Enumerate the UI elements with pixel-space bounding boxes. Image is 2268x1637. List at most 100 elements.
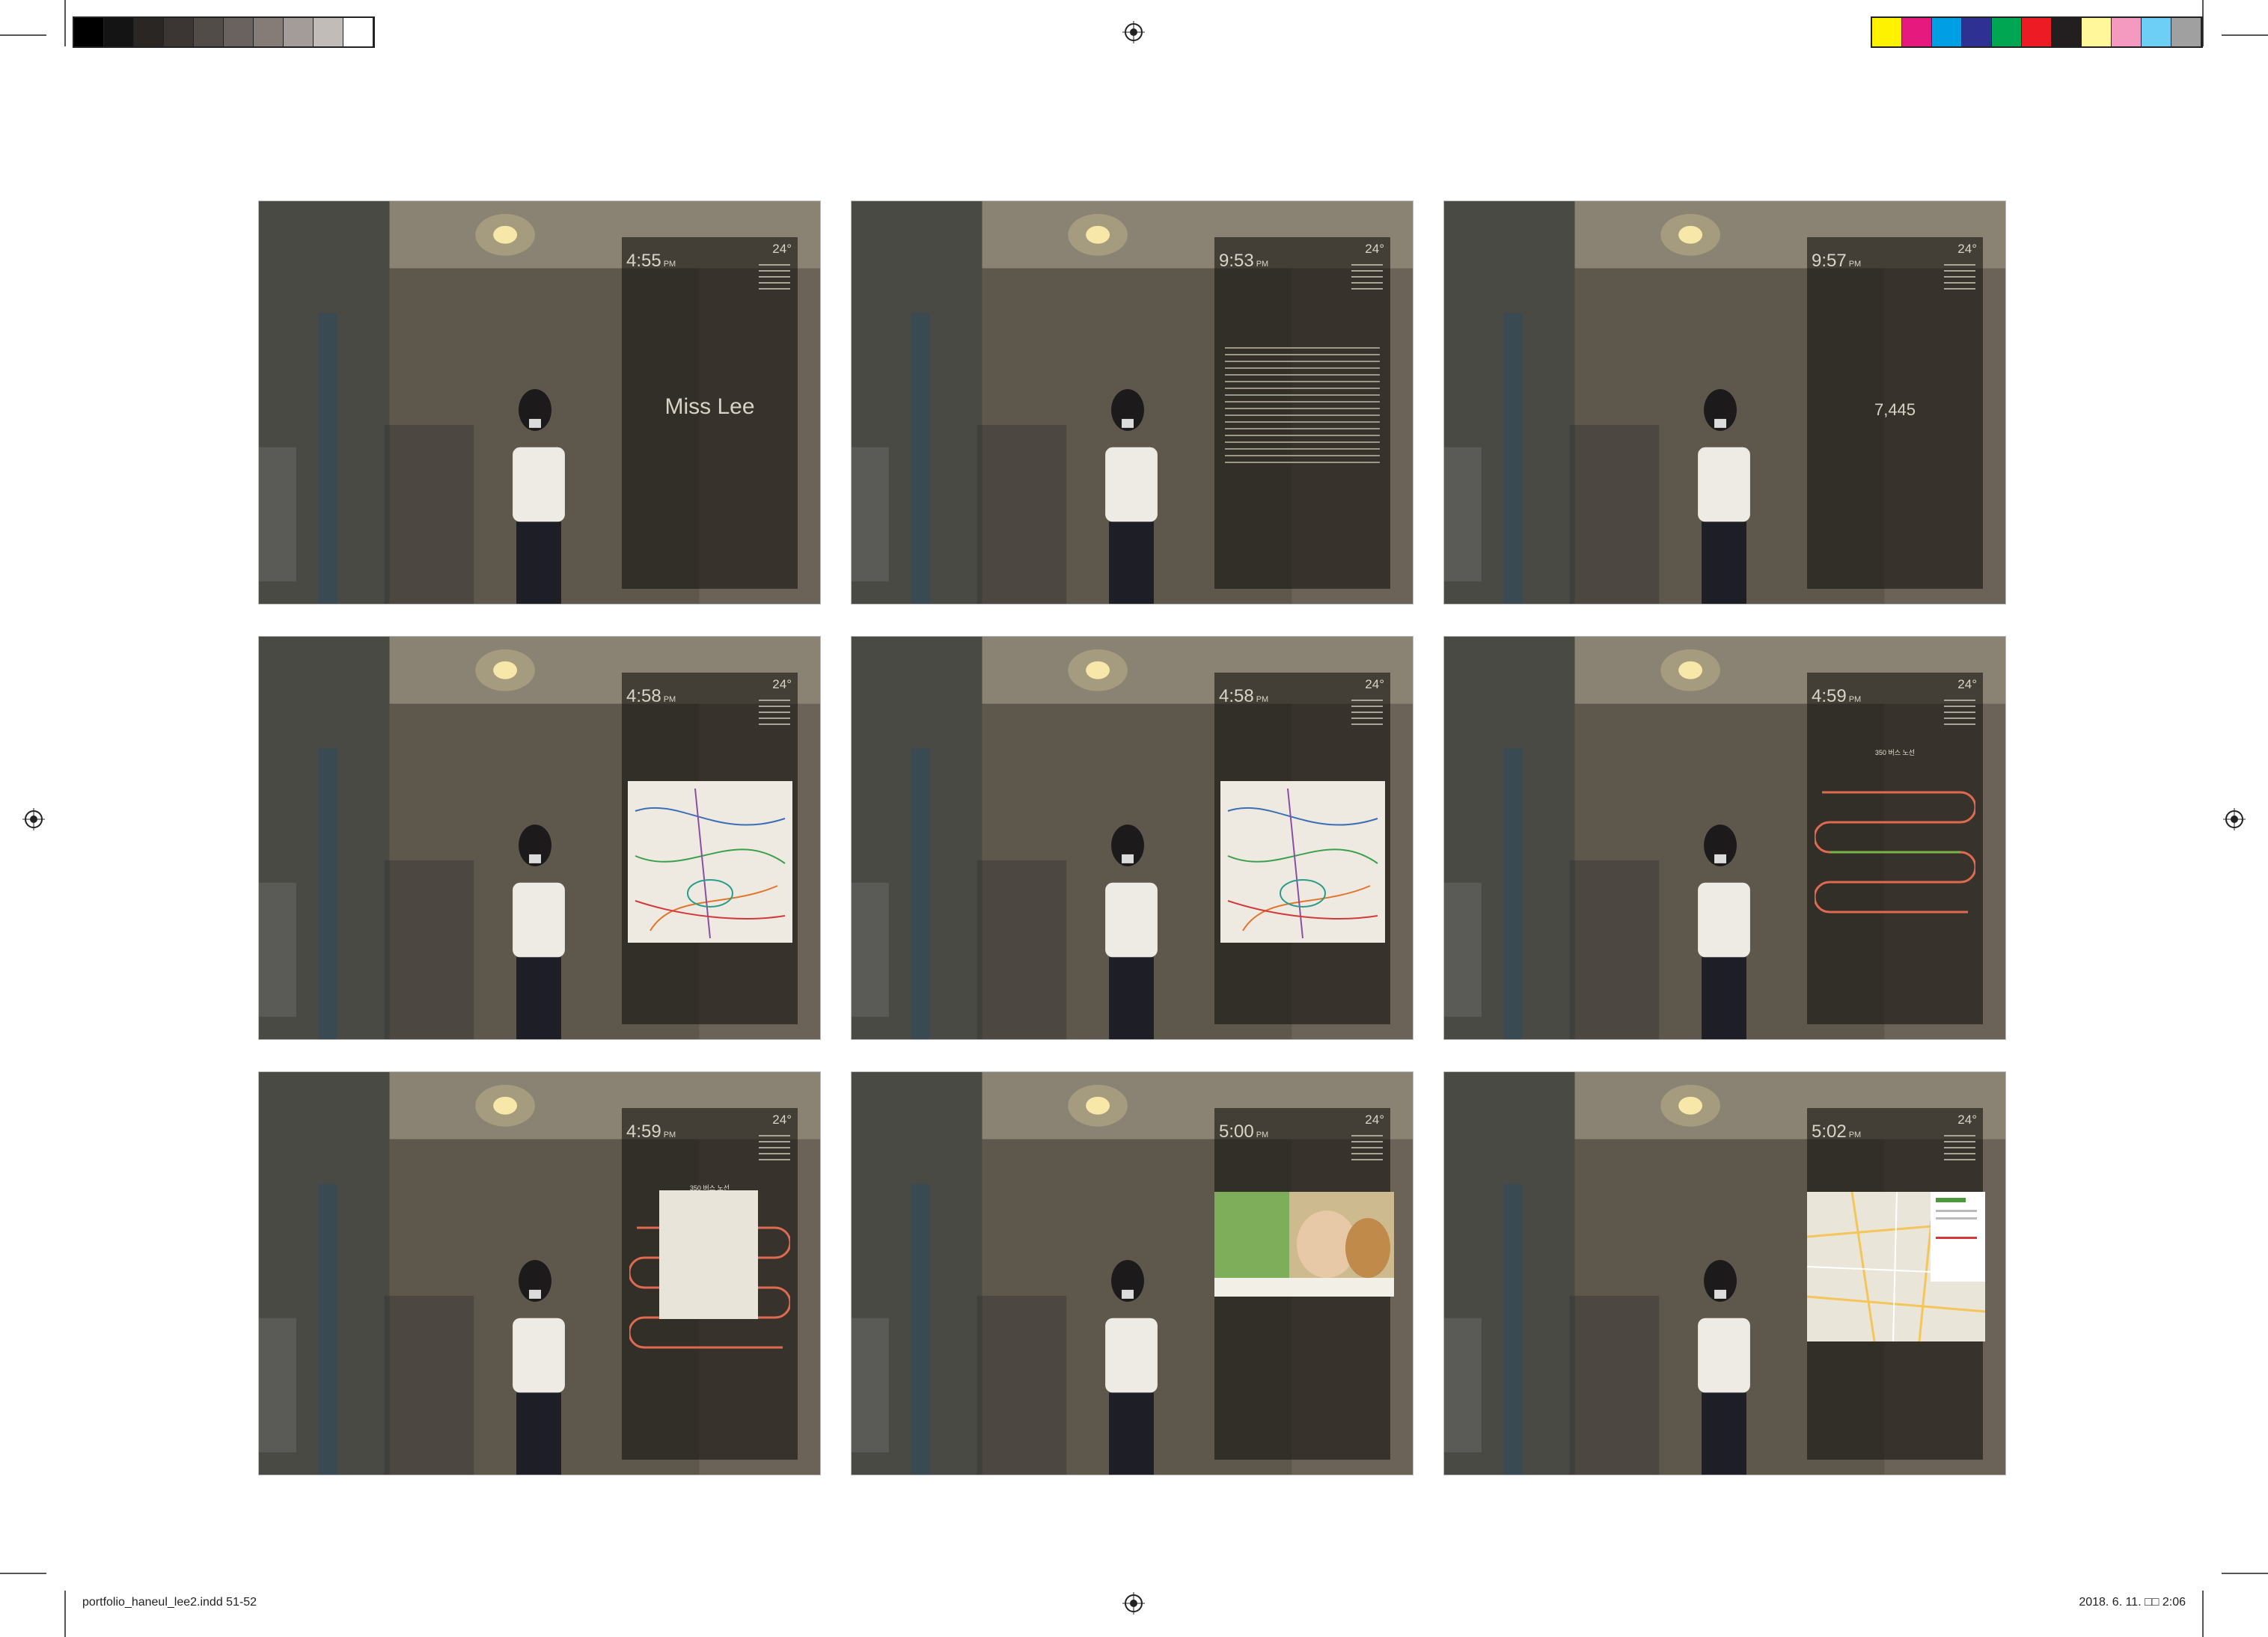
- weather-forecast-icon: [1944, 260, 1975, 294]
- clock-time: 9:53 PM: [1219, 251, 1269, 271]
- mirror-mockup-news: 9:53 PM 24°: [851, 201, 1413, 605]
- date-text: [1219, 241, 1220, 248]
- color-swatch: [164, 18, 194, 46]
- bus-route-diagram[interactable]: [1815, 777, 1975, 927]
- mirror-overlay-panel: 4:58 PM 24°: [622, 673, 798, 1024]
- color-swatch: [134, 18, 164, 46]
- weather-forecast-icon: [1944, 695, 1975, 729]
- weather-forecast-icon: [759, 1130, 790, 1165]
- panel-footer: [622, 1012, 798, 1017]
- color-swatch: [1962, 18, 1992, 46]
- color-swatch: [2112, 18, 2142, 46]
- mirror-mockup-subway: 4:58 PM 24°: [258, 636, 821, 1040]
- clock-time: 4:55 PM: [626, 251, 676, 271]
- panel-footer: [1807, 1448, 1983, 1452]
- mirror-mockup-greeting: 4:55 PM 24° Miss Lee: [258, 201, 821, 605]
- color-swatch: [343, 18, 373, 46]
- color-swatch: [284, 18, 314, 46]
- bus-route-title: 350 버스 노선: [689, 1184, 730, 1192]
- mirror-overlay-panel: 5:00 PM 24°: [1214, 1108, 1394, 1460]
- mirror-overlay-panel: 9:57 PM 24° 7,445: [1807, 237, 1983, 589]
- mirror-mockup-video: 5:00 PM 24°: [851, 1071, 1413, 1475]
- color-swatch: [1932, 18, 1962, 46]
- weather-forecast-icon: [1944, 1130, 1975, 1165]
- mirror-mockup-map: 5:02 PM 24°: [1443, 1071, 2006, 1475]
- panel-footer: [1214, 1448, 1390, 1452]
- news-list: [1225, 342, 1380, 468]
- registration-mark-icon: [2223, 808, 2246, 830]
- clock-time: 4:59 PM: [626, 1122, 676, 1142]
- color-swatch: [314, 18, 343, 46]
- panel-footer: [1214, 577, 1390, 581]
- navigation-map[interactable]: [1807, 1192, 1985, 1341]
- color-swatch: [2022, 18, 2052, 46]
- subway-map[interactable]: [1220, 781, 1385, 943]
- mirror-overlay-panel: 4:55 PM 24° Miss Lee: [622, 237, 798, 589]
- crop-mark: [2222, 1573, 2268, 1574]
- mirror-overlay-panel: 4:59 PM 24° 350 버스 노선: [622, 1108, 798, 1460]
- process-color-bar: [1871, 16, 2203, 48]
- date-text: [1812, 241, 1813, 248]
- temperature: 24°: [1957, 677, 1977, 691]
- color-swatch: [254, 18, 284, 46]
- clock-time: 9:57 PM: [1812, 251, 1862, 271]
- color-swatch: [2142, 18, 2171, 46]
- registration-mark-icon: [1122, 1592, 1145, 1615]
- weather-forecast-icon: [1351, 260, 1383, 294]
- temperature: 24°: [1365, 1113, 1384, 1127]
- slug-filename: portfolio_haneul_lee2.indd 51-52: [82, 1596, 257, 1609]
- weather-forecast-icon: [1351, 695, 1383, 729]
- temperature: 24°: [772, 677, 792, 691]
- date-text: [626, 676, 628, 683]
- crop-mark: [0, 1573, 46, 1574]
- subway-map[interactable]: [628, 781, 792, 943]
- mirror-mockup-bus: 4:59 PM 24° 350 버스 노선: [1443, 636, 2006, 1040]
- weather-forecast-icon: [759, 695, 790, 729]
- grayscale-color-bar: [73, 16, 375, 48]
- mirror-overlay-panel: 9:53 PM 24°: [1214, 237, 1390, 589]
- registration-mark-icon: [22, 808, 45, 830]
- date-text: [626, 241, 628, 248]
- mirror-overlay-panel: 4:58 PM 24°: [1214, 673, 1390, 1024]
- color-swatch: [1872, 18, 1902, 46]
- panel-footer: [622, 1448, 798, 1452]
- crop-mark: [2222, 34, 2268, 36]
- color-swatch: [2052, 18, 2082, 46]
- color-swatch: [104, 18, 134, 46]
- temperature: 24°: [1365, 677, 1384, 691]
- temperature: 24°: [772, 242, 792, 256]
- greeting-name: Miss Lee: [664, 394, 755, 419]
- color-swatch: [74, 18, 104, 46]
- mirror-mockup-steps: 9:57 PM 24° 7,445: [1443, 201, 2006, 605]
- bus-stop-popup[interactable]: [659, 1190, 758, 1319]
- mirror-mockup-bus-popup: 4:59 PM 24° 350 버스 노선: [258, 1071, 821, 1475]
- clock-time: 4:59 PM: [1812, 686, 1862, 706]
- temperature: 24°: [1957, 242, 1977, 256]
- temperature: 24°: [1957, 1113, 1977, 1127]
- color-swatch: [2171, 18, 2201, 46]
- date-text: [626, 1112, 628, 1119]
- weather-forecast-icon: [1351, 1130, 1383, 1165]
- slug-date: 2018. 6. 11. □□ 2:06: [2079, 1596, 2186, 1609]
- clock-time: 5:02 PM: [1812, 1122, 1862, 1142]
- date-text: [1812, 676, 1813, 683]
- panel-footer: [1807, 1012, 1983, 1017]
- crop-mark: [2202, 1591, 2204, 1637]
- date-text: [1219, 1112, 1220, 1119]
- color-swatch: [194, 18, 224, 46]
- color-swatch: [1902, 18, 1932, 46]
- color-swatch: [2082, 18, 2112, 46]
- clock-time: 5:00 PM: [1219, 1122, 1269, 1142]
- temperature: 24°: [772, 1113, 792, 1127]
- video-player[interactable]: [1214, 1192, 1394, 1297]
- crop-mark: [64, 0, 66, 46]
- registration-mark-icon: [1122, 21, 1145, 43]
- panel-footer: [1807, 577, 1983, 581]
- temperature: 24°: [1365, 242, 1384, 256]
- smart-mirror-mockup-grid: 4:55 PM 24° Miss Lee 9:53 PM 24°: [258, 201, 2006, 1475]
- mirror-mockup-subway: 4:58 PM 24°: [851, 636, 1413, 1040]
- color-swatch: [1992, 18, 2022, 46]
- panel-footer: [1214, 1012, 1390, 1017]
- mirror-overlay-panel: 5:02 PM 24°: [1807, 1108, 1985, 1460]
- mirror-photo: [1444, 201, 2005, 604]
